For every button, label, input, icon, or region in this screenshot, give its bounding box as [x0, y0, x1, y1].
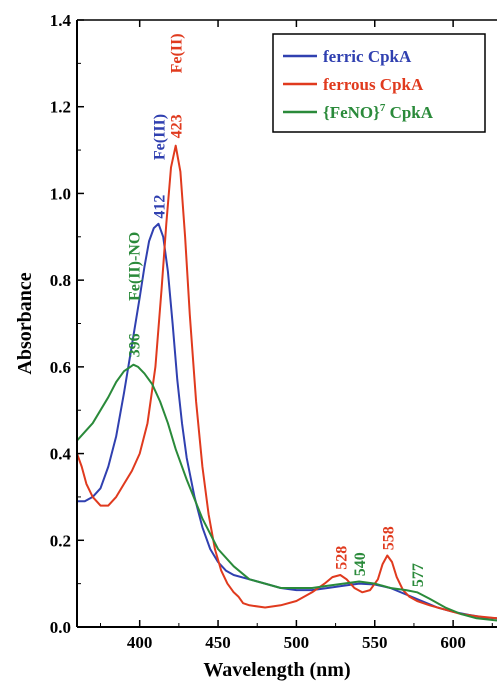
peak-annotation: 528: [333, 546, 350, 570]
legend-label: ferric CpkA: [323, 47, 412, 66]
x-axis-title: Wavelength (nm): [203, 659, 350, 681]
y-tick-label: 0.0: [50, 618, 71, 637]
peak-annotation: 558: [380, 526, 397, 550]
y-tick-label: 0.6: [50, 358, 71, 377]
peak-annotation: 412: [152, 195, 169, 219]
peak-annotation: 396: [126, 333, 143, 357]
y-tick-label: 1.2: [50, 98, 71, 117]
peak-annotation: Fe(II)-NO: [126, 232, 143, 301]
peak-annotation: Fe(III): [152, 114, 169, 160]
peak-annotation: 423: [169, 114, 186, 138]
y-tick-label: 1.0: [50, 184, 71, 203]
x-tick-label: 600: [440, 633, 466, 652]
series-line-2: [77, 363, 497, 622]
peak-annotation: 540: [352, 552, 369, 576]
peak-annotation: 577: [410, 563, 427, 587]
y-tick-label: 0.2: [50, 531, 71, 550]
legend-label: ferrous CpkA: [323, 75, 424, 94]
x-tick-label: 400: [127, 633, 153, 652]
x-tick-label: 500: [284, 633, 310, 652]
x-tick-label: 450: [205, 633, 231, 652]
y-tick-label: 0.8: [50, 271, 71, 290]
legend-label: {FeNO}7 CpkA: [323, 102, 434, 122]
peak-annotation: Fe(II): [169, 33, 186, 73]
y-tick-label: 0.4: [50, 445, 72, 464]
y-axis-title: Absorbance: [14, 272, 36, 374]
x-tick-label: 550: [362, 633, 388, 652]
y-tick-label: 1.4: [50, 11, 72, 30]
series-line-1: [77, 144, 497, 620]
